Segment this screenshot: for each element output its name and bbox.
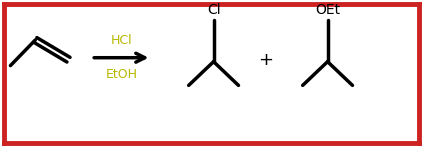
Text: HCl: HCl (110, 34, 132, 47)
Text: +: + (258, 51, 273, 69)
Text: OEt: OEt (315, 3, 340, 17)
Text: Cl: Cl (207, 3, 220, 17)
Text: EtOH: EtOH (105, 68, 137, 81)
